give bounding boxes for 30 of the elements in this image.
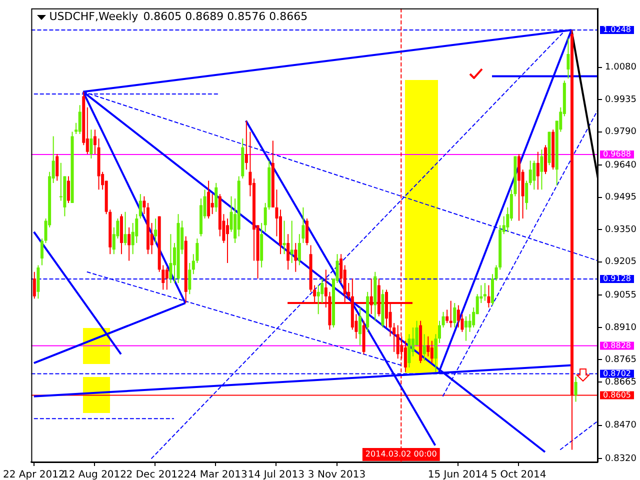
ref-line-label: 0.8605 — [603, 390, 631, 400]
x-tick-label: 14 Jul 2013 — [248, 470, 305, 480]
chart-subtitle: 0.8605 0.8689 0.8576 0.8665 — [143, 10, 308, 24]
y-tick-label: 0.9495 — [605, 192, 636, 203]
x-tick-label: 3 Nov 2013 — [308, 470, 366, 480]
y-tick-label: 0.9640 — [605, 160, 637, 171]
ref-line-label: 0.8828 — [603, 340, 631, 350]
y-tick-label: 0.8765 — [605, 355, 636, 366]
ref-line-label: 1.0248 — [603, 25, 631, 34]
ref-line-label: 0.9128 — [603, 274, 631, 284]
y-tick-label: 0.9350 — [605, 224, 637, 235]
y-tick-label: 0.8910 — [605, 322, 637, 333]
ref-line-label: 2014.03.02 00:00 — [365, 450, 437, 459]
y-tick-label: 0.8320 — [605, 454, 637, 464]
x-tick-label: 15 Jun 2014 — [428, 470, 488, 480]
y-tick-label: 0.9790 — [605, 127, 637, 138]
y-tick-label: 1.0080 — [605, 62, 637, 73]
x-tick-label: 22 Apr 2012 — [2, 470, 65, 480]
ref-line-label: 0.8702 — [603, 368, 631, 378]
x-tick-label: 24 Mar 2013 — [184, 470, 248, 480]
y-tick-label: 0.9205 — [605, 257, 636, 268]
y-tick-label: 0.8665 — [605, 377, 636, 388]
chart-title: USDCHF,Weekly — [49, 10, 138, 24]
y-tick-label: 0.9055 — [605, 290, 636, 301]
y-tick-label: 0.8470 — [605, 420, 637, 431]
ref-line-label: 0.9688 — [603, 150, 631, 159]
x-tick-label: 5 Oct 2014 — [490, 470, 546, 480]
y-tick-label: 0.9935 — [605, 94, 636, 105]
x-tick-label: 12 Aug 2012 — [62, 470, 127, 480]
x-tick-label: 2 Dec 2012 — [126, 470, 184, 480]
